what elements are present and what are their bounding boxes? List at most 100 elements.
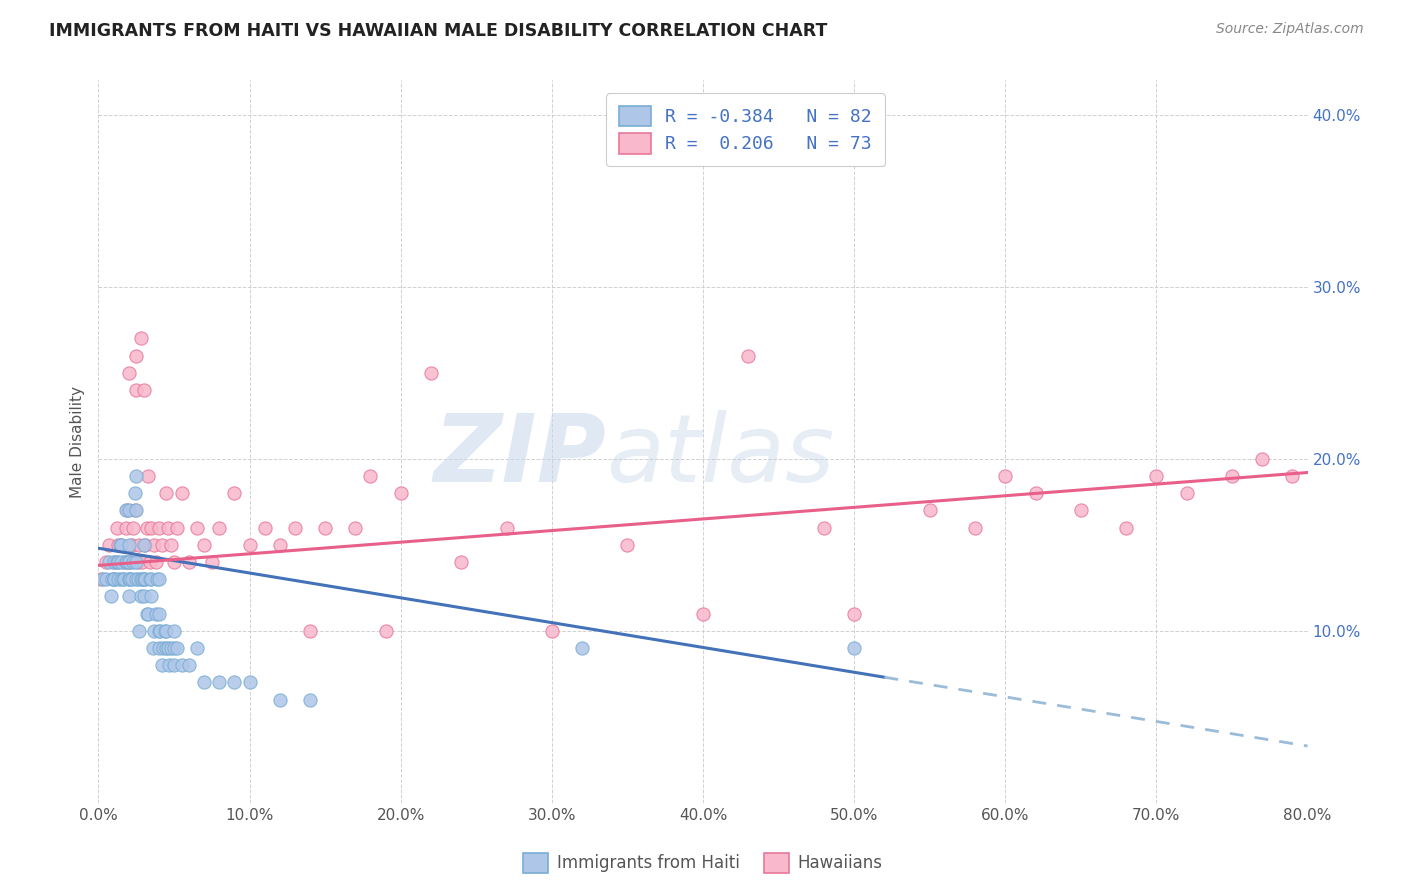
Point bbox=[141, 572, 163, 586]
Point bbox=[239, 675, 262, 690]
Point bbox=[125, 503, 148, 517]
Point bbox=[134, 538, 156, 552]
Point bbox=[103, 572, 125, 586]
Point bbox=[153, 624, 176, 638]
Point bbox=[132, 572, 155, 586]
Point bbox=[139, 555, 162, 569]
Point bbox=[186, 640, 208, 655]
Point bbox=[110, 538, 132, 552]
Point bbox=[918, 503, 941, 517]
Point bbox=[163, 640, 186, 655]
Point bbox=[103, 572, 125, 586]
Point bbox=[208, 520, 231, 534]
Point bbox=[224, 675, 246, 690]
Legend: R = -0.384   N = 82, R =  0.206   N = 73: R = -0.384 N = 82, R = 0.206 N = 73 bbox=[606, 93, 884, 166]
Point bbox=[299, 692, 322, 706]
Point bbox=[1024, 486, 1046, 500]
Point bbox=[389, 486, 412, 500]
Point bbox=[91, 572, 114, 586]
Point bbox=[107, 538, 129, 552]
Point bbox=[112, 572, 135, 586]
Point bbox=[844, 607, 866, 621]
Point bbox=[166, 520, 188, 534]
Point bbox=[103, 555, 125, 569]
Legend: Immigrants from Haiti, Hawaiians: Immigrants from Haiti, Hawaiians bbox=[516, 847, 890, 880]
Point bbox=[118, 572, 141, 586]
Point bbox=[1070, 503, 1092, 517]
Point bbox=[1144, 469, 1167, 483]
Point bbox=[141, 520, 163, 534]
Point bbox=[450, 555, 472, 569]
Point bbox=[201, 555, 224, 569]
Point bbox=[118, 555, 141, 569]
Point bbox=[160, 640, 183, 655]
Point bbox=[110, 572, 132, 586]
Point bbox=[193, 538, 215, 552]
Point bbox=[269, 692, 291, 706]
Point bbox=[128, 624, 150, 638]
Text: ZIP: ZIP bbox=[433, 410, 606, 502]
Point bbox=[120, 555, 142, 569]
Point bbox=[186, 520, 208, 534]
Point bbox=[179, 555, 201, 569]
Point bbox=[150, 538, 173, 552]
Point bbox=[148, 624, 170, 638]
Point bbox=[208, 675, 231, 690]
Point bbox=[239, 538, 262, 552]
Point bbox=[148, 572, 170, 586]
Point bbox=[118, 503, 141, 517]
Point bbox=[150, 658, 173, 673]
Point bbox=[103, 572, 125, 586]
Point bbox=[125, 383, 148, 397]
Point bbox=[134, 572, 156, 586]
Point bbox=[127, 572, 149, 586]
Point bbox=[148, 640, 170, 655]
Point bbox=[132, 538, 155, 552]
Point bbox=[122, 520, 145, 534]
Point bbox=[143, 538, 166, 552]
Point bbox=[121, 538, 143, 552]
Point bbox=[148, 607, 170, 621]
Point bbox=[813, 520, 835, 534]
Point bbox=[145, 607, 167, 621]
Point bbox=[139, 572, 162, 586]
Point bbox=[111, 572, 134, 586]
Point bbox=[90, 572, 112, 586]
Point bbox=[118, 590, 141, 604]
Point bbox=[692, 607, 714, 621]
Point bbox=[124, 486, 146, 500]
Point bbox=[1281, 469, 1303, 483]
Point bbox=[131, 572, 153, 586]
Point bbox=[224, 486, 246, 500]
Point bbox=[253, 520, 276, 534]
Point bbox=[965, 520, 987, 534]
Y-axis label: Male Disability: Male Disability bbox=[70, 385, 86, 498]
Point bbox=[344, 520, 367, 534]
Point bbox=[152, 640, 174, 655]
Point bbox=[94, 572, 117, 586]
Point bbox=[103, 555, 125, 569]
Point bbox=[114, 503, 136, 517]
Point bbox=[284, 520, 307, 534]
Point bbox=[159, 658, 181, 673]
Point bbox=[94, 555, 117, 569]
Text: atlas: atlas bbox=[606, 410, 835, 501]
Point bbox=[299, 624, 322, 638]
Point bbox=[143, 624, 166, 638]
Point bbox=[142, 640, 165, 655]
Point bbox=[844, 640, 866, 655]
Point bbox=[124, 503, 146, 517]
Point bbox=[360, 469, 382, 483]
Point bbox=[374, 624, 396, 638]
Point bbox=[155, 624, 177, 638]
Point bbox=[129, 572, 152, 586]
Point bbox=[163, 624, 186, 638]
Point bbox=[135, 607, 157, 621]
Point bbox=[314, 520, 336, 534]
Point bbox=[160, 538, 183, 552]
Point bbox=[101, 572, 124, 586]
Point bbox=[994, 469, 1017, 483]
Text: Source: ZipAtlas.com: Source: ZipAtlas.com bbox=[1216, 22, 1364, 37]
Point bbox=[179, 658, 201, 673]
Point bbox=[118, 572, 141, 586]
